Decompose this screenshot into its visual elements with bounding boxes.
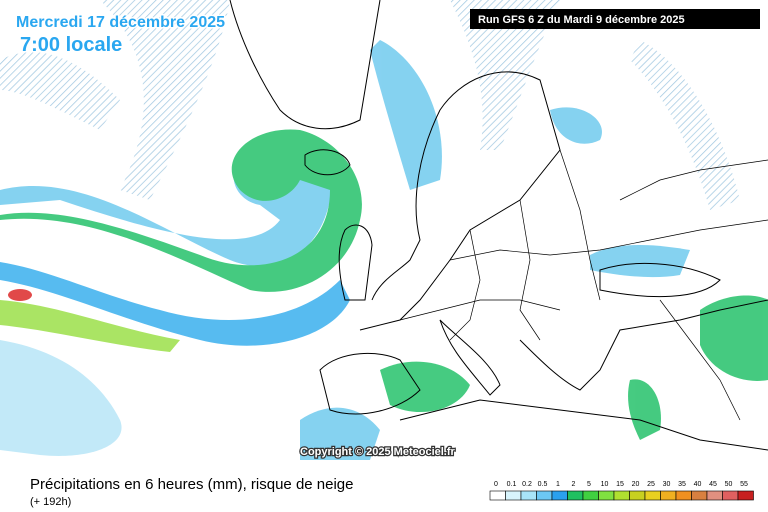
scale-swatch (737, 490, 754, 501)
scale-swatch (691, 490, 708, 501)
scale-swatch (582, 490, 599, 501)
scale-swatch (613, 490, 630, 501)
scale-label: 0.5 (538, 481, 548, 488)
legend-scale: 0 0.1 0.2 0.5 1 2 5 10 15 20 25 30 35 40 45 50 55 (489, 481, 754, 501)
scale-label: 25 (647, 481, 655, 488)
run-banner (470, 9, 760, 29)
scale-label: 5 (587, 481, 591, 488)
scale-label: 45 (709, 481, 717, 488)
scale-label: 15 (616, 481, 624, 488)
scale-swatch (489, 490, 506, 501)
scale-label: 0.2 (522, 481, 532, 488)
scale-swatch (520, 490, 537, 501)
scale-label: 1 (556, 481, 560, 488)
copyright: Copyright © 2025 Meteociel.fr (300, 446, 456, 458)
forecast-date: Mercredi 17 décembre 2025 (16, 14, 225, 31)
forecast-time: 7:00 locale (20, 34, 122, 56)
scale-swatch (706, 490, 723, 501)
scale-swatch (567, 490, 584, 501)
lead-time: (+ 192h) (30, 496, 71, 508)
scale-label: 2 (572, 481, 576, 488)
scale-label: 0 (494, 481, 498, 488)
country-borders (399, 149, 768, 421)
scale-swatch (629, 490, 646, 501)
scale-label: 55 (740, 481, 748, 488)
scale-label: 30 (663, 481, 671, 488)
run-info: Run GFS 6 Z du Mardi 9 décembre 2025 (478, 14, 685, 26)
scale-swatch (675, 490, 692, 501)
scale-swatch (598, 490, 615, 501)
scale-swatch (551, 490, 568, 501)
scale-label: 0.1 (507, 481, 517, 488)
scale-swatch (660, 490, 677, 501)
scale-label: 35 (678, 481, 686, 488)
scale-label: 10 (601, 481, 609, 488)
scale-swatch (536, 490, 553, 501)
coastlines (229, 0, 768, 451)
scale-label: 40 (694, 481, 702, 488)
scale-swatch (505, 490, 522, 501)
map-area (0, 0, 768, 460)
scale-swatch (722, 490, 739, 501)
scale-swatch (644, 490, 661, 501)
scale-label: 50 (725, 481, 733, 488)
legend-title: Précipitations en 6 heures (mm), risque … (30, 476, 354, 493)
precipitation-field (0, 0, 768, 460)
scale-label: 20 (632, 481, 640, 488)
